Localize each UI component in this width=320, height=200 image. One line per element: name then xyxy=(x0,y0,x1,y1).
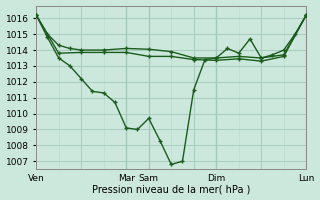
X-axis label: Pression niveau de la mer( hPa ): Pression niveau de la mer( hPa ) xyxy=(92,184,251,194)
